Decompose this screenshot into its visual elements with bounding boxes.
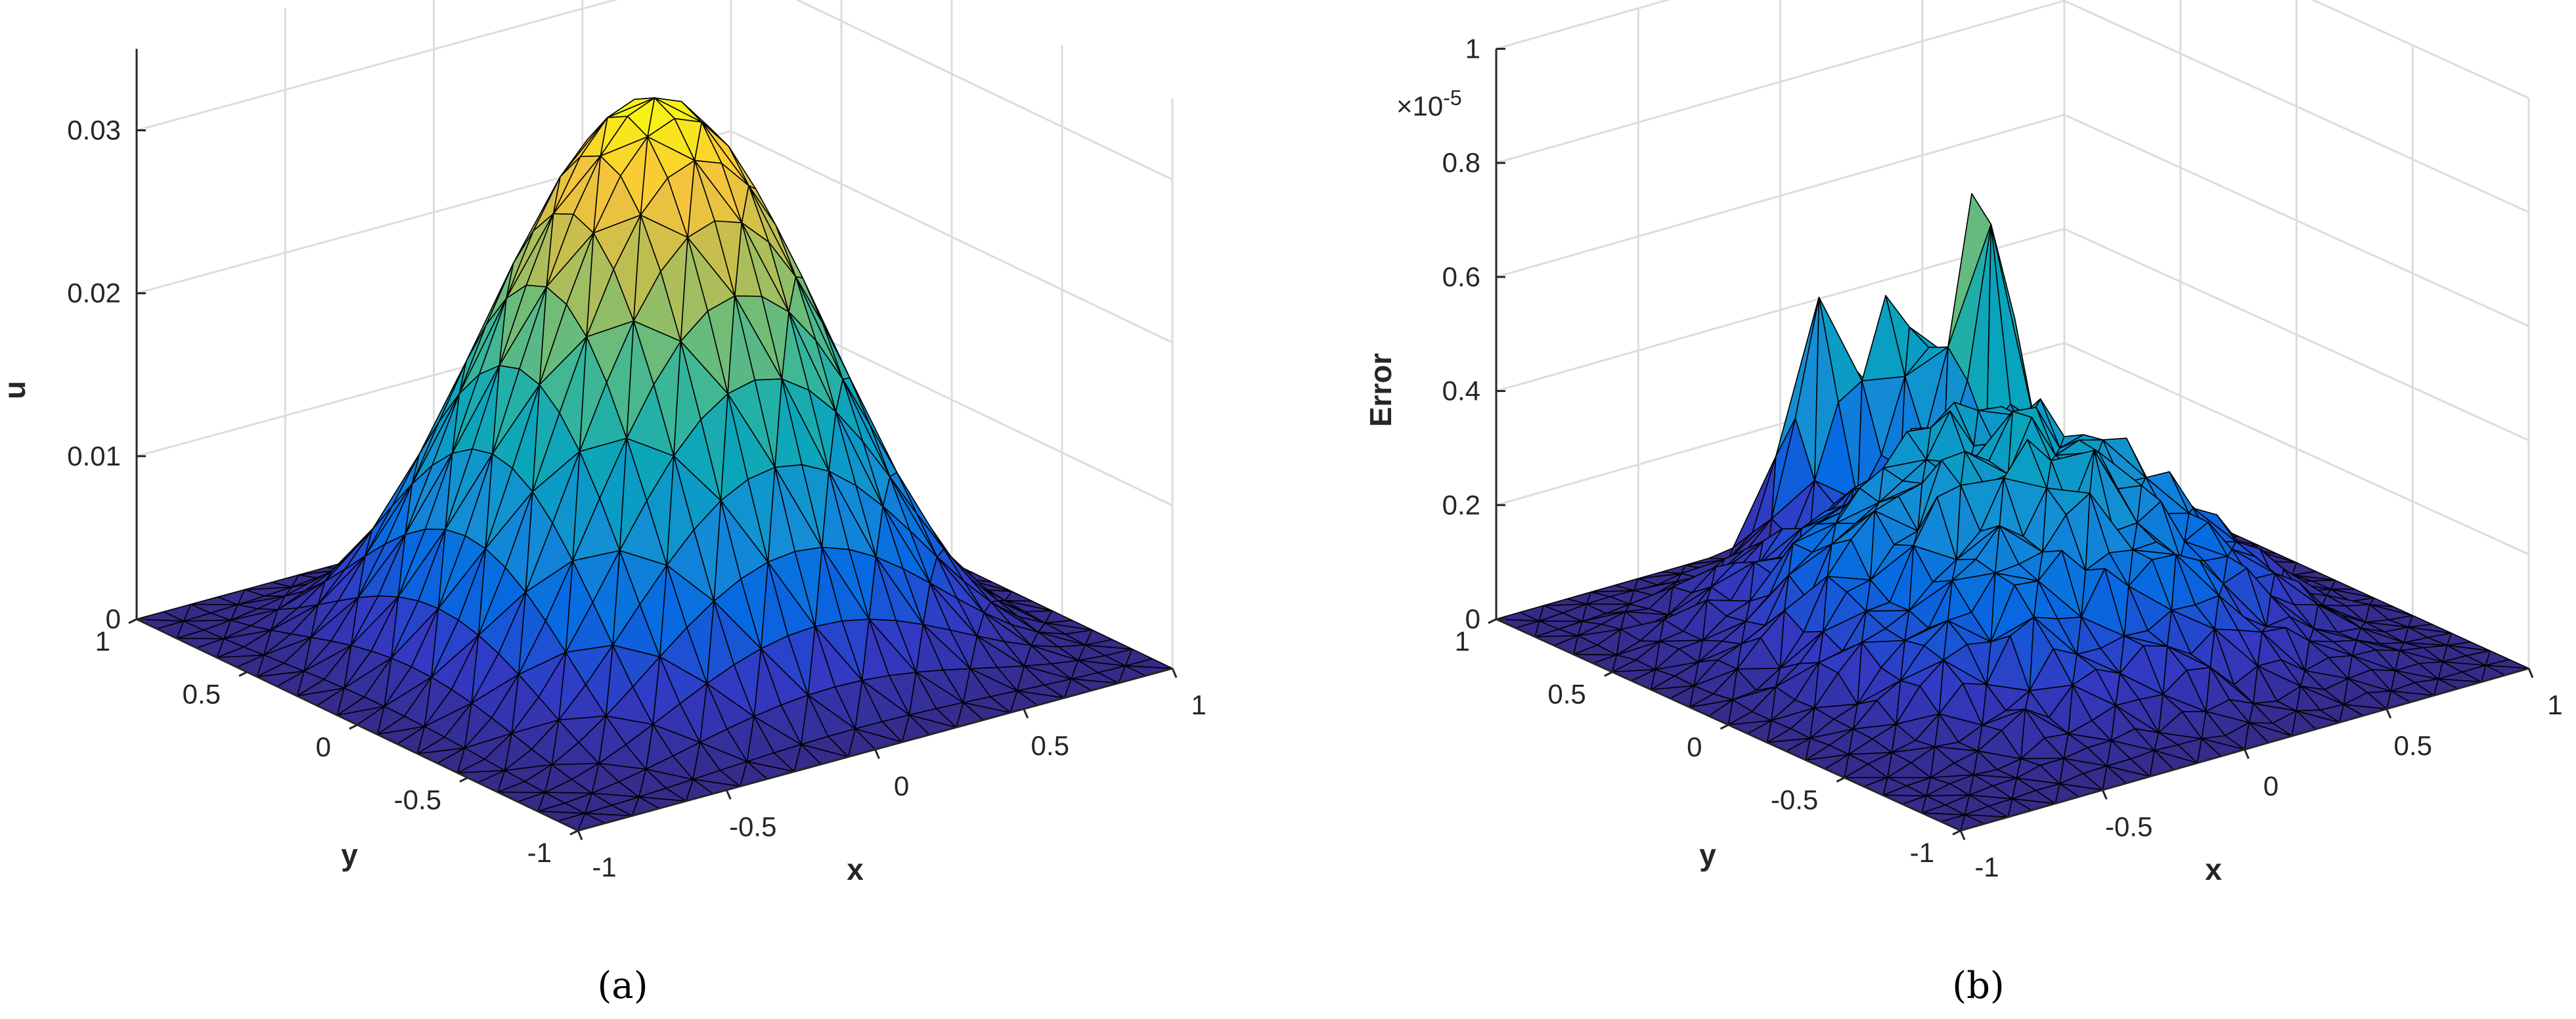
z-tick-label: 0 [1465,603,1480,634]
y-tick-label: 0 [1687,731,1702,762]
y-tick-mark [1488,618,1497,624]
panel-b-xlabel: x [2205,852,2222,886]
y-tick-label: 1 [95,626,110,657]
x-tick-mark [2101,789,2108,800]
z-tick-label: 0 [106,603,121,634]
y-tick-label: 1 [1455,626,1470,657]
y-tick-mark [238,671,248,677]
panel-a-caption: (a) [597,965,648,1007]
x-tick-label: 1 [1191,689,1206,720]
y-tick-label: 0 [316,731,331,762]
panel-b-z-multiplier: ×10-5 [1396,86,1462,121]
panel-b-caption: (b) [1952,965,2005,1007]
y-tick-label: 0.5 [1547,679,1586,710]
y-tick-mark [128,618,137,624]
x-tick-mark [1959,830,1966,840]
panel-b-labels: x y Error ×10-5 (b) [1364,86,2222,1007]
grid-line-z [1496,0,2529,99]
x-tick-mark [2244,748,2250,760]
x-tick-label: 0 [2263,771,2278,802]
x-tick-mark [1023,708,1029,719]
y-tick-label: -1 [1910,837,1934,868]
panel-b-zlabel: Error [1364,353,1398,427]
x-tick-label: -1 [592,852,616,882]
y-tick-mark [1836,777,1845,783]
z-tick-label: 0.2 [1442,489,1480,520]
y-tick-label: -0.5 [1771,785,1818,815]
grid-line-z [136,0,1173,181]
x-tick-label: -0.5 [729,811,776,842]
y-tick-mark [1952,829,1961,836]
panel-a-labels: x y u (a) [0,381,864,1007]
y-tick-label: -1 [527,837,552,868]
y-tick-mark [1604,671,1613,677]
y-tick-mark [349,724,358,730]
x-tick-mark [2527,668,2534,678]
panel-a-surface [136,97,1173,831]
panel-a-ylabel: y [341,838,358,872]
z-tick-label: 0.03 [67,114,121,145]
x-tick-mark [874,748,880,760]
grid-line-z [1496,0,2529,213]
z-tick-label: 0.8 [1442,147,1480,178]
panel-b-surface [1496,193,2529,831]
z-tick-label: 0.4 [1442,376,1480,406]
x-tick-label: 0.5 [1031,730,1069,761]
y-tick-label: -0.5 [394,785,441,815]
panel-b-ylabel: y [1699,838,1716,872]
x-tick-mark [2386,708,2392,719]
y-tick-label: 0.5 [183,679,221,710]
x-tick-mark [1171,668,1178,678]
x-tick-label: -1 [1974,852,1999,882]
x-tick-label: 0.5 [2394,730,2432,761]
z-tick-label: 0.02 [67,278,121,309]
y-tick-mark [569,829,579,836]
y-tick-mark [1720,724,1729,730]
z-tick-label: 1 [1465,33,1480,64]
z-tick-label: 0.6 [1442,261,1480,292]
x-tick-mark [725,789,732,800]
x-tick-label: -0.5 [2105,811,2152,842]
x-tick-mark [577,830,583,840]
grid-line-z [1496,114,2529,328]
panel-a-xlabel: x [847,852,864,886]
x-tick-label: 0 [894,771,909,802]
z-tick-label: 0.01 [67,441,121,471]
y-tick-mark [459,777,468,783]
panel-a-zlabel: u [0,381,32,399]
x-tick-label: 1 [2547,689,2562,720]
